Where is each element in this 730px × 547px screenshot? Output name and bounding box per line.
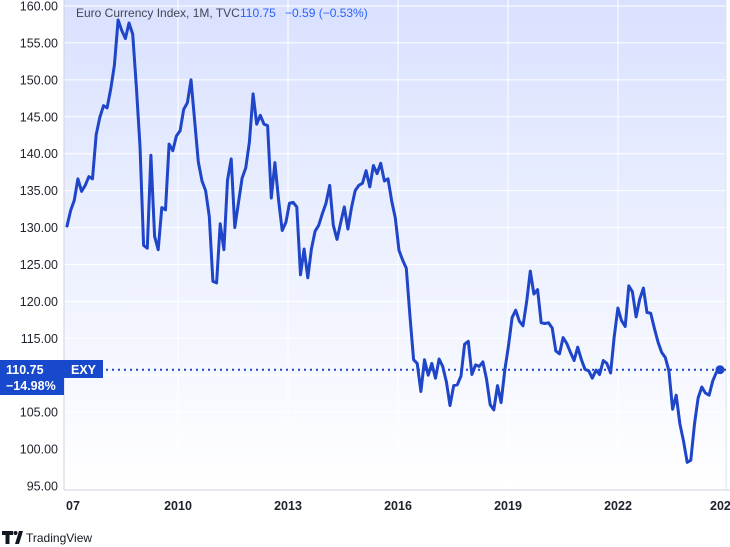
y-tick-label: 120.00	[20, 295, 58, 309]
y-tick-label: 95.00	[27, 480, 58, 494]
badge-symbol: EXY	[71, 363, 97, 377]
x-tick-label: 2010	[164, 499, 192, 513]
y-axis: 160.00 155.00 150.00 145.00 140.00 135.00 130.…	[20, 0, 58, 494]
brand-name: TradingView	[26, 531, 92, 545]
x-tick-label: 2019	[494, 499, 522, 513]
x-tick-label: 2022	[604, 499, 632, 513]
y-tick-label: 105.00	[20, 406, 58, 420]
last-price-dot[interactable]	[715, 365, 725, 375]
badge-change-pct: −14.98%	[6, 379, 56, 393]
y-tick-label: 130.00	[20, 221, 58, 235]
x-tick-label: 07	[66, 499, 80, 513]
x-tick-label: 202	[710, 499, 730, 513]
y-tick-label: 100.00	[20, 443, 58, 457]
series-line[interactable]	[65, 18, 722, 464]
y-tick-label: 140.00	[20, 147, 58, 161]
y-tick-label: 150.00	[20, 73, 58, 87]
legend-change: −0.59 (−0.53%)	[285, 6, 368, 20]
price-badge[interactable]: 110.75 −14.98% EXY	[0, 360, 103, 395]
symbol-tag-bg	[64, 360, 103, 378]
x-axis: 07 2010 2013 2016 2019 2022 202	[66, 499, 730, 513]
y-tick-label: 145.00	[20, 110, 58, 124]
legend-instrument: Euro Currency Index, 1M, TVC	[76, 6, 240, 20]
tradingview-logo-icon	[2, 531, 23, 544]
y-tick-label: 115.00	[21, 332, 58, 346]
legend-last-value: 110.75	[240, 6, 276, 20]
y-tick-label: 160.00	[20, 0, 58, 14]
x-tick-label: 2013	[274, 499, 302, 513]
x-tick-label: 2016	[384, 499, 412, 513]
y-tick-label: 125.00	[20, 258, 58, 272]
grid	[64, 0, 726, 489]
y-tick-label: 135.00	[20, 184, 58, 198]
badge-price: 110.75	[6, 363, 44, 377]
y-tick-label: 155.00	[20, 36, 58, 50]
plot-area	[64, 0, 726, 489]
